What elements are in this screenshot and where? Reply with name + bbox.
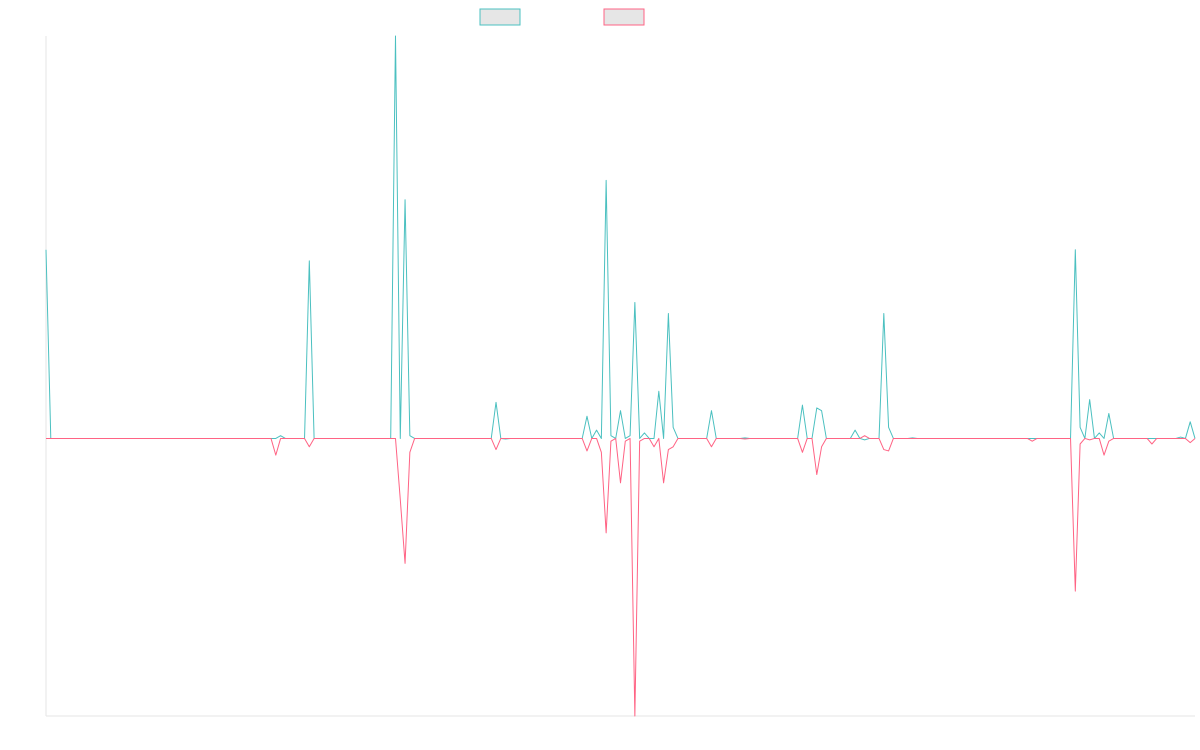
series-line-1 [45, 35, 1196, 441]
legend [479, 8, 645, 26]
legend-swatch-2[interactable] [603, 8, 645, 26]
legend-swatch-1[interactable] [479, 8, 521, 26]
series-layer [45, 35, 1196, 717]
axes [45, 36, 1195, 717]
series-line-2 [46, 435, 1196, 717]
